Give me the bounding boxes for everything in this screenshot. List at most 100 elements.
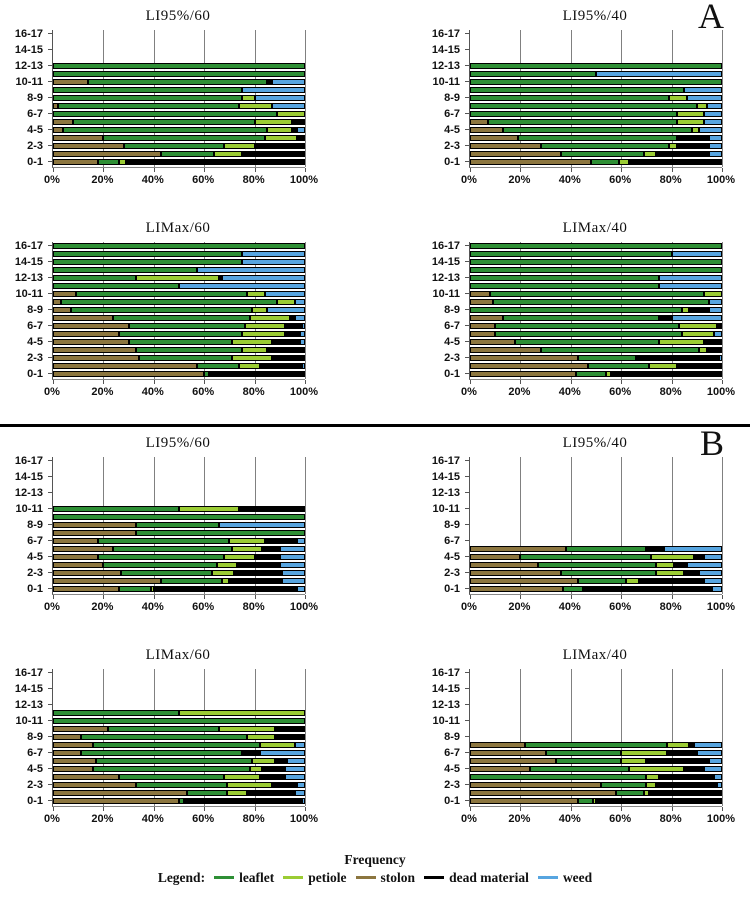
x-axis-tick-label: 0% xyxy=(44,813,60,825)
bar-row-0-1 xyxy=(53,371,305,377)
bar-segment-leaflet xyxy=(93,742,260,748)
y-axis-labels: 0-1 2-3 4-5 6-7 8-9 10-11 12-13 14-15 16-17 xyxy=(417,241,469,380)
bar-segment-weed xyxy=(686,95,722,101)
bar-row-5-6 xyxy=(470,119,722,125)
bar-row-9-10 xyxy=(53,514,305,520)
y-axis-tick xyxy=(48,309,52,310)
chart-limax-40-panel-b: LIMax/40 0-1 2-3 4-5 6-7 8-9 10-11 12-13 14-15 1… xyxy=(417,645,750,827)
x-axis-tick xyxy=(153,380,155,384)
y-axis-tick-label: 8-9 xyxy=(444,304,460,316)
legend-item-weed: weed xyxy=(529,870,592,885)
x-axis-labels: 0% 20% 40% 60% 80% 100% xyxy=(461,380,735,400)
bar-segment-stolon xyxy=(53,159,99,165)
bar-segment-dead-material xyxy=(284,331,300,337)
bar-row-1-2 xyxy=(53,578,305,584)
bar-segment-dead-material xyxy=(676,143,710,149)
bar-segment-leaflet xyxy=(123,143,225,149)
bar-segment-leaflet xyxy=(98,554,225,560)
bar-segment-dead-material xyxy=(209,371,305,377)
bar-segment-dead-material xyxy=(628,159,722,165)
x-axis-tick-label: 20% xyxy=(508,813,531,825)
x-axis-tick xyxy=(204,595,206,599)
bar-segment-weed xyxy=(282,578,305,584)
bar-segment-dead-material xyxy=(648,790,722,796)
bar-segment-weed xyxy=(259,750,305,756)
bar-segment-petiole xyxy=(666,742,690,748)
bar-row-6-7 xyxy=(470,323,722,329)
bar-segment-weed xyxy=(659,275,722,281)
bar-row-6-7 xyxy=(470,750,722,756)
y-axis-tick xyxy=(465,704,469,705)
bar-segment-petiole xyxy=(247,291,265,297)
bar-row-2-3 xyxy=(53,782,305,788)
bar-segment-leaflet xyxy=(470,243,722,249)
x-axis-tick-label: 100% xyxy=(289,386,319,398)
chart-cell: LI95%/60 0-1 2-3 4-5 6-7 8-9 10-11 12-13 14-15 1… xyxy=(0,427,375,639)
bar-segment-petiole xyxy=(136,275,220,281)
bar-segment-leaflet xyxy=(53,506,179,512)
bar-row-1-2 xyxy=(470,790,722,796)
bar-row-11-12 xyxy=(53,710,305,716)
bar-segment-dead-material xyxy=(656,782,717,788)
bar-segment-stolon xyxy=(470,355,579,361)
bar-segment-leaflet xyxy=(470,283,659,289)
y-axis-labels: 0-1 2-3 4-5 6-7 8-9 10-11 12-13 14-15 16-17 xyxy=(0,456,52,595)
bar-segment-weed xyxy=(242,87,305,93)
x-axis-tick-label: 100% xyxy=(289,601,319,613)
bar-segment-leaflet xyxy=(563,586,584,592)
figure-footer: Frequency Legend: leaflet petiole stolon dea… xyxy=(0,852,750,886)
y-axis-tick xyxy=(48,113,52,114)
bar-segment-weed xyxy=(284,774,305,780)
y-axis-tick-label: 8-9 xyxy=(27,304,43,316)
bar-segment-leaflet xyxy=(470,95,670,101)
bar-row-2-3 xyxy=(53,355,305,361)
x-axis-title: Frequency xyxy=(344,852,406,867)
x-axis-tick-label: 0% xyxy=(461,601,477,613)
chart-title: LIMax/40 xyxy=(562,647,628,663)
bar-row-10-11 xyxy=(53,718,305,724)
x-axis-tick xyxy=(671,595,673,599)
bar-segment-dead-material xyxy=(267,79,273,85)
bar-segment-dead-material xyxy=(704,339,722,345)
bar-segment-weed xyxy=(699,570,722,576)
bar-segment-dead-material xyxy=(636,355,720,361)
bar-row-12-13 xyxy=(53,63,305,69)
bar-segment-stolon xyxy=(470,119,488,125)
y-axis-tick xyxy=(48,508,52,509)
bar-row-3-4 xyxy=(53,562,305,568)
bar-segment-petiole xyxy=(669,95,687,101)
y-axis-tick xyxy=(48,800,52,801)
bar-segment-weed xyxy=(704,766,722,772)
bar-segment-leaflet xyxy=(545,750,622,756)
bar-segment-leaflet xyxy=(53,718,305,724)
bar-segment-dead-material xyxy=(656,151,710,157)
bar-row-3-4 xyxy=(470,135,722,141)
y-axis-tick xyxy=(48,736,52,737)
bar-segment-leaflet xyxy=(186,790,227,796)
bar-segment-leaflet xyxy=(560,570,657,576)
x-axis-tick-label: 60% xyxy=(609,601,632,613)
gridline xyxy=(520,669,522,806)
x-axis-tick-label: 100% xyxy=(706,386,736,398)
y-axis-tick xyxy=(465,736,469,737)
x-axis-tick-label: 0% xyxy=(44,601,60,613)
bar-segment-petiole xyxy=(656,570,685,576)
bar-segment-petiole xyxy=(239,363,260,369)
y-axis-tick-label: 10-11 xyxy=(15,503,43,515)
bar-segment-leaflet xyxy=(136,782,227,788)
bar-segment-stolon xyxy=(53,323,129,329)
gridline xyxy=(671,457,673,594)
bar-segment-dead-material xyxy=(259,774,285,780)
y-axis-tick xyxy=(465,65,469,66)
x-axis-tick-label: 0% xyxy=(461,174,477,186)
y-axis-tick xyxy=(465,524,469,525)
chart-li95-40-panel-a: LI95%/40 0-1 2-3 4-5 6-7 8-9 10-11 12-13 14-15 1… xyxy=(417,6,750,188)
y-axis-tick xyxy=(48,460,52,461)
y-axis-tick-label: 14-15 xyxy=(14,256,43,268)
y-axis-tick xyxy=(465,688,469,689)
y-axis-tick-label: 4-5 xyxy=(27,336,43,348)
y-axis-tick xyxy=(465,129,469,130)
bar-row-1-2 xyxy=(53,363,305,369)
y-axis-tick-label: 14-15 xyxy=(431,471,460,483)
y-axis-tick-label: 14-15 xyxy=(431,256,460,268)
